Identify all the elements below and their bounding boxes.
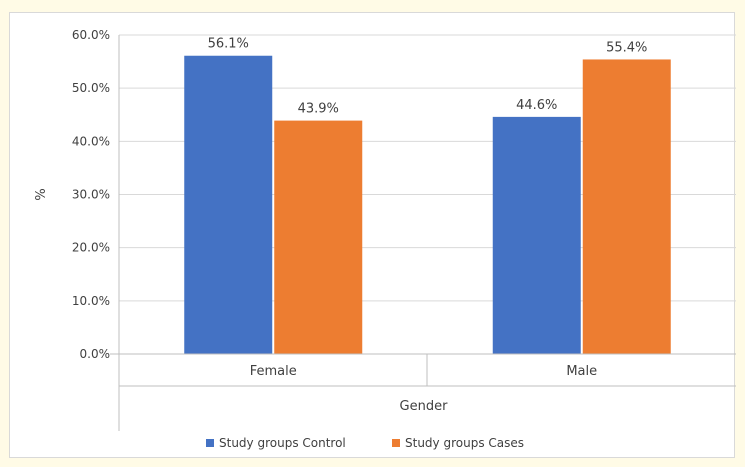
y-axis-title: % <box>34 188 49 200</box>
bar <box>582 59 671 354</box>
axes <box>110 35 736 431</box>
data-labels: 56.1% 43.9% 44.6% 55.4% <box>208 37 648 117</box>
x-axis-title: Gender <box>400 399 449 414</box>
y-tick-label: 40.0% <box>72 134 110 148</box>
y-tick-labels: 0.0% 10.0% 20.0% 30.0% 40.0% 50.0% 60.0% <box>72 28 110 361</box>
legend-label: Study groups Cases <box>405 436 524 450</box>
chart-frame: 0.0% 10.0% 20.0% 30.0% 40.0% 50.0% 60.0% 56.1%… <box>9 12 736 458</box>
data-label: 43.9% <box>298 102 339 117</box>
legend-label: Study groups Control <box>219 436 346 450</box>
y-tick-label: 30.0% <box>72 188 110 202</box>
bar <box>184 55 273 355</box>
category-label: Male <box>566 364 597 379</box>
legend: Study groups Control Study groups Cases <box>206 436 524 450</box>
bar-chart: 0.0% 10.0% 20.0% 30.0% 40.0% 50.0% 60.0% 56.1%… <box>34 28 736 450</box>
y-tick-label: 0.0% <box>80 347 111 361</box>
category-label: Female <box>250 364 297 379</box>
bar <box>492 116 581 354</box>
legend-swatch <box>392 439 400 447</box>
y-tick-label: 10.0% <box>72 294 110 308</box>
legend-swatch <box>206 439 214 447</box>
category-labels: Female Male <box>250 364 597 379</box>
y-tick-label: 20.0% <box>72 241 110 255</box>
data-label: 55.4% <box>606 40 647 55</box>
data-label: 56.1% <box>208 37 249 52</box>
bars <box>184 55 671 355</box>
bar <box>274 120 363 355</box>
y-tick-label: 50.0% <box>72 81 110 95</box>
data-label: 44.6% <box>516 98 557 113</box>
y-tick-label: 60.0% <box>72 28 110 42</box>
